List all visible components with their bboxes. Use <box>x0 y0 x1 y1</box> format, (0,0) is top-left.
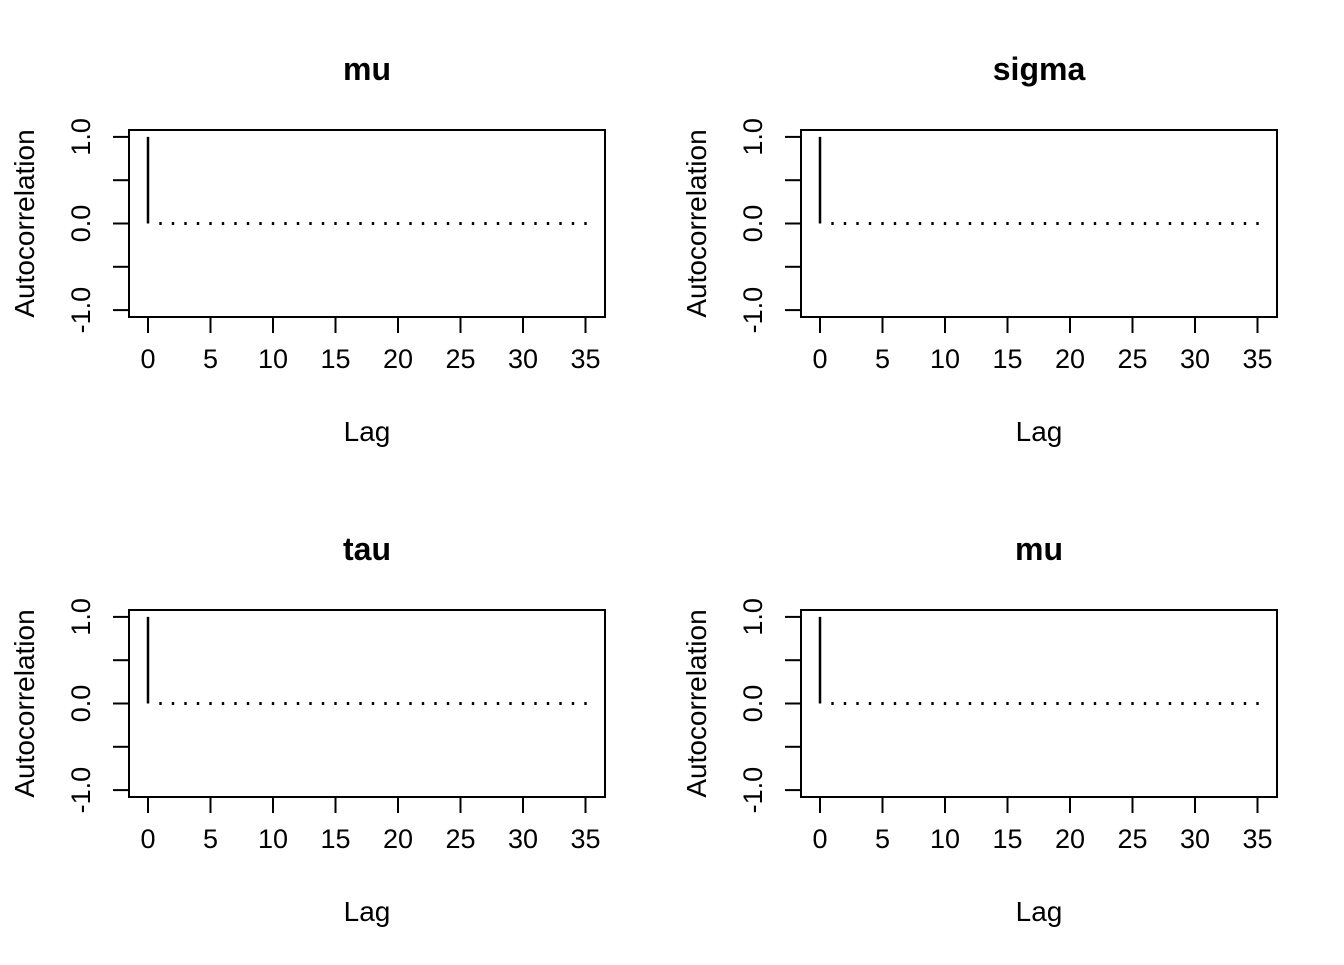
x-axis-title: Lag <box>344 896 391 927</box>
acf-panel: mu -1.0 0.0 1.0 Autocorrelation 0 5 10 15 20 25 30 3… <box>0 0 672 480</box>
y-axis-title: Autocorrelation <box>681 129 712 317</box>
y-tick-label: -1.0 <box>66 767 96 814</box>
plot-frame <box>800 609 1278 798</box>
y-tick-label: 0.0 <box>66 205 96 243</box>
y-tick-label: 1.0 <box>738 118 768 156</box>
panel-title: mu <box>343 51 391 87</box>
x-axis-title: Lag <box>1016 416 1063 447</box>
acf-plot-svg: sigma -1.0 0.0 1.0 Autocorrelation 0 5 10 15 20 25… <box>681 51 1278 447</box>
plot-frame <box>800 129 1278 318</box>
y-axis-title: Autocorrelation <box>9 129 40 317</box>
x-tick-label: 25 <box>1117 824 1147 854</box>
x-tick-label: 35 <box>1242 824 1272 854</box>
y-tick-label: 1.0 <box>66 598 96 636</box>
x-tick-label: 5 <box>203 344 218 374</box>
x-tick-label: 30 <box>1180 344 1210 374</box>
x-tick-label: 5 <box>203 824 218 854</box>
panel-title: sigma <box>993 51 1086 87</box>
x-tick-label: 0 <box>140 344 155 374</box>
x-tick-label: 10 <box>258 824 288 854</box>
y-tick-label: 0.0 <box>738 205 768 243</box>
x-tick-label: 20 <box>1055 344 1085 374</box>
y-tick-label: 1.0 <box>738 598 768 636</box>
y-tick-label: 1.0 <box>66 118 96 156</box>
x-tick-label: 0 <box>812 824 827 854</box>
acf-plot-svg: mu -1.0 0.0 1.0 Autocorrelation 0 5 10 15 20 25 30 3… <box>9 51 606 447</box>
x-tick-label: 20 <box>383 824 413 854</box>
x-axis-title: Lag <box>344 416 391 447</box>
y-tick-label: 0.0 <box>738 685 768 723</box>
x-axis-title: Lag <box>1016 896 1063 927</box>
x-tick-label: 20 <box>1055 824 1085 854</box>
y-tick-label: 0.0 <box>66 685 96 723</box>
y-tick-label: -1.0 <box>66 287 96 334</box>
y-axis-title: Autocorrelation <box>9 609 40 797</box>
acf-plot-svg: mu -1.0 0.0 1.0 Autocorrelation 0 5 10 15 20 25 30 3… <box>681 531 1278 927</box>
x-tick-label: 15 <box>320 824 350 854</box>
y-tick-label: -1.0 <box>738 287 768 334</box>
acf-plot-svg: tau -1.0 0.0 1.0 Autocorrelation 0 5 10 15 20 25 30… <box>9 531 606 927</box>
x-tick-label: 35 <box>570 824 600 854</box>
x-tick-label: 0 <box>812 344 827 374</box>
x-tick-label: 30 <box>1180 824 1210 854</box>
x-tick-label: 10 <box>258 344 288 374</box>
x-tick-label: 25 <box>445 344 475 374</box>
x-tick-label: 35 <box>570 344 600 374</box>
acf-panel: mu -1.0 0.0 1.0 Autocorrelation 0 5 10 15 20 25 30 3… <box>672 480 1344 960</box>
x-tick-label: 5 <box>875 344 890 374</box>
panel-title: mu <box>1015 531 1063 567</box>
x-tick-label: 0 <box>140 824 155 854</box>
x-tick-label: 30 <box>508 344 538 374</box>
x-tick-label: 25 <box>445 824 475 854</box>
y-tick-label: -1.0 <box>738 767 768 814</box>
x-tick-label: 15 <box>992 824 1022 854</box>
x-tick-label: 20 <box>383 344 413 374</box>
x-tick-label: 15 <box>992 344 1022 374</box>
acf-panel: sigma -1.0 0.0 1.0 Autocorrelation 0 5 10 15 20 25… <box>672 0 1344 480</box>
acf-panel: tau -1.0 0.0 1.0 Autocorrelation 0 5 10 15 20 25 30… <box>0 480 672 960</box>
y-axis-title: Autocorrelation <box>681 609 712 797</box>
x-tick-label: 25 <box>1117 344 1147 374</box>
panel-title: tau <box>343 531 391 567</box>
plot-frame <box>128 609 606 798</box>
x-tick-label: 30 <box>508 824 538 854</box>
x-tick-label: 10 <box>930 344 960 374</box>
x-tick-label: 10 <box>930 824 960 854</box>
plot-frame <box>128 129 606 318</box>
x-tick-label: 35 <box>1242 344 1272 374</box>
x-tick-label: 5 <box>875 824 890 854</box>
x-tick-label: 15 <box>320 344 350 374</box>
